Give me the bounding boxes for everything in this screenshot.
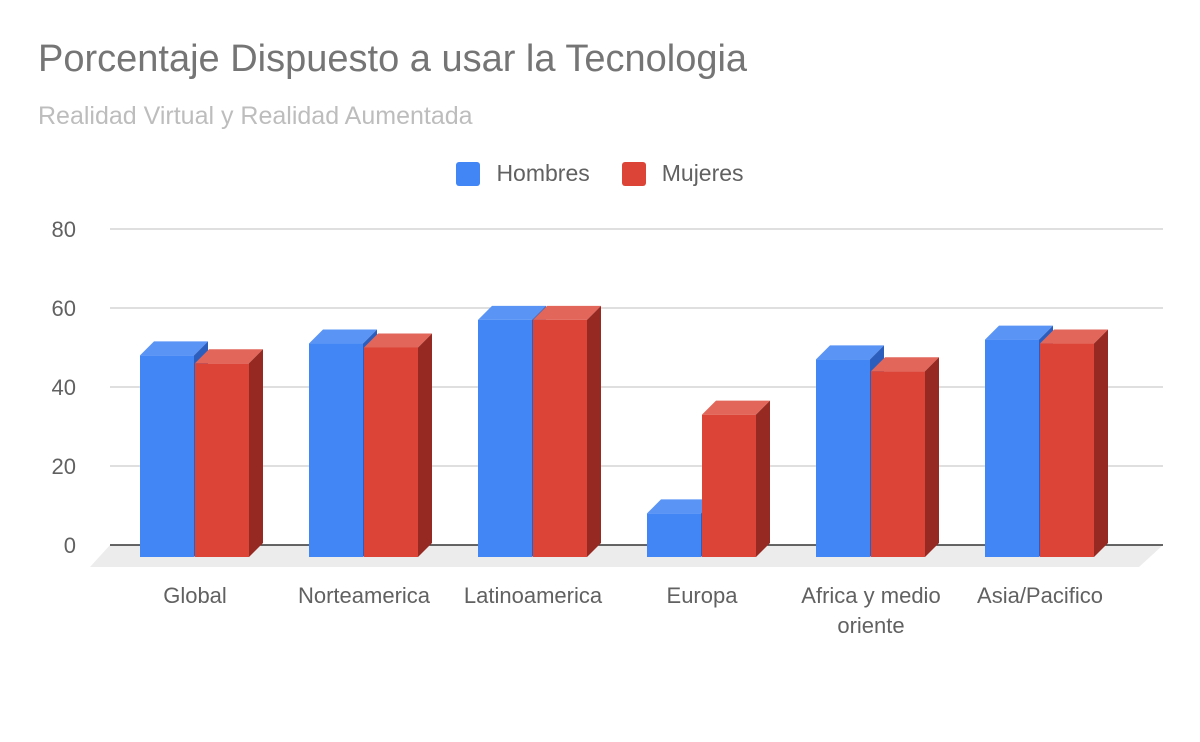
y-tick-label: 80 [52,217,76,242]
bar-side [418,333,432,557]
chart-title: Porcentaje Dispuesto a usar la Tecnologi… [38,38,748,80]
bar [985,339,1039,557]
bar [478,319,532,557]
bar [140,355,194,557]
x-tick-label: Europa [667,583,739,608]
bar-side [756,400,770,557]
bar-top [478,305,546,320]
bar-top [985,325,1053,340]
x-tick-label: Global [163,583,227,608]
bar [816,359,870,557]
bar-side [587,305,601,557]
bar [309,343,363,557]
bar [702,414,756,557]
bar-top [871,357,939,372]
legend-item-hombres[interactable]: Hombres [456,160,590,187]
legend-label-mujeres: Mujeres [661,160,744,186]
bar-side [249,349,263,557]
legend-swatch-mujeres [621,161,646,186]
legend-item-mujeres[interactable]: Mujeres [621,160,744,187]
y-tick-label: 0 [64,533,76,558]
bar-top [533,305,601,320]
bar-top [140,341,208,356]
legend-swatch-hombres [456,161,481,186]
bar [533,319,587,557]
bar [195,363,249,557]
bar-side [925,357,939,557]
y-tick-label: 60 [52,296,76,321]
bar-top [702,400,770,415]
legend: Hombres Mujeres [0,160,1200,187]
y-tick-label: 40 [52,375,76,400]
bar-side [1094,329,1108,557]
bar-top [816,345,884,360]
x-tick-label: Norteamerica [298,583,431,608]
bar-top [647,499,715,514]
bar-top [1040,329,1108,344]
legend-label-hombres: Hombres [496,160,590,186]
x-tick-label: Asia/Pacifico [977,583,1103,608]
x-tick-label: Africa y medio oriente [801,583,940,638]
bar [871,371,925,557]
bar [364,347,418,557]
bar [647,513,701,557]
x-tick-label: Latinoamerica [464,583,603,608]
bar-top [195,349,263,364]
bar-top [309,329,377,344]
bar-top [364,333,432,348]
chart-subtitle: Realidad Virtual y Realidad Aumentada [38,102,473,130]
y-tick-label: 20 [52,454,76,479]
bar [1040,343,1094,557]
